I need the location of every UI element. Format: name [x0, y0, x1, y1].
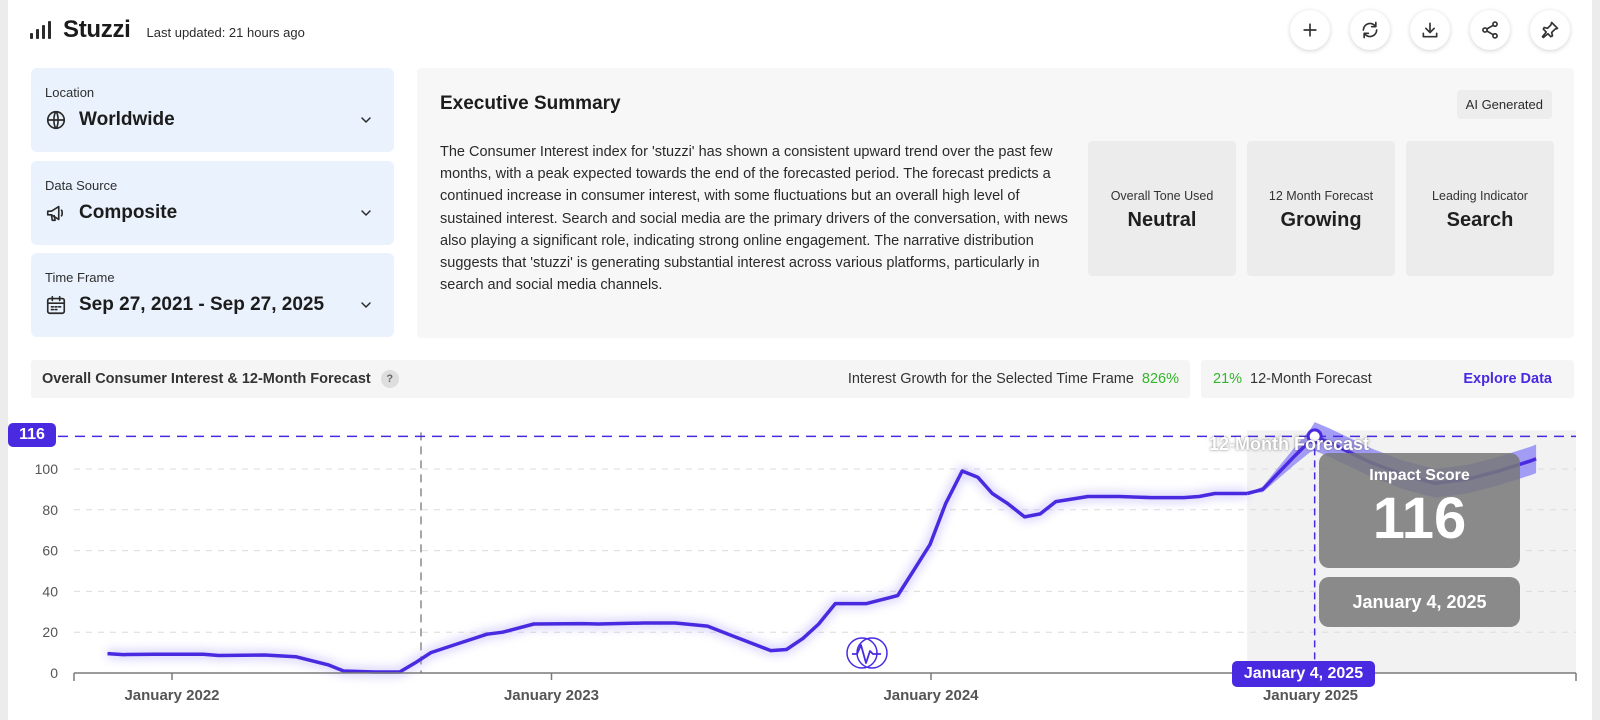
impact-score-tooltip: Impact Score 116: [1319, 453, 1520, 568]
summary-title: Executive Summary: [440, 93, 621, 114]
chevron-down-icon[interactable]: [358, 297, 374, 313]
stat-card-forecast: 12 Month Forecast Growing: [1247, 141, 1395, 276]
help-icon[interactable]: ?: [380, 370, 399, 388]
y-tick-label: 60: [42, 543, 58, 559]
stat-card-tone: Overall Tone Used Neutral: [1088, 141, 1236, 276]
chart-header-bar: Overall Consumer Interest & 12-Month For…: [31, 360, 1190, 398]
chart-title: Overall Consumer Interest & 12-Month For…: [42, 371, 371, 387]
explore-data-link[interactable]: Explore Data: [1463, 371, 1552, 387]
x-tick-label: January 2022: [124, 687, 219, 704]
y-tick-label: 80: [42, 502, 58, 518]
y-tick-label: 100: [35, 461, 59, 477]
impact-score-value: 116: [1372, 486, 1467, 551]
event-marker-ring: [846, 637, 878, 669]
add-button[interactable]: [1290, 10, 1330, 50]
peak-point: [1306, 428, 1323, 445]
stat-value: Neutral: [1127, 209, 1197, 231]
pin-icon: [1541, 21, 1559, 39]
growth-label: Interest Growth for the Selected Time Fr…: [847, 371, 1134, 387]
chevron-down-icon[interactable]: [358, 205, 374, 221]
impact-date-tooltip: January 4, 2025: [1319, 577, 1520, 627]
left-edge: [0, 0, 8, 720]
pulse-icon: [852, 644, 881, 664]
forecast-header-bar: 21% 12-Month Forecast Explore Data: [1201, 360, 1574, 398]
share-icon: [1482, 21, 1498, 39]
stat-card-indicator: Leading Indicator Search: [1406, 141, 1554, 276]
stat-label: Overall Tone Used: [1110, 189, 1214, 203]
app-header: Stuzzi Last updated: 21 hours ago: [30, 12, 305, 48]
history-line: [107, 469, 1248, 674]
forecast-region-label: 12-Month Forecast: [1209, 434, 1370, 454]
location-label: Location: [45, 85, 95, 100]
executive-summary-panel: Executive Summary AI Generated The Consu…: [417, 68, 1574, 338]
time-frame-label: Time Frame: [45, 270, 115, 285]
download-button[interactable]: [1410, 10, 1450, 50]
forecast-label: 12-Month Forecast: [1250, 371, 1372, 387]
stat-value: Search: [1446, 209, 1514, 231]
peak-value-tag: 116: [8, 423, 56, 447]
stat-label: Leading Indicator: [1432, 189, 1528, 203]
location-filter[interactable]: Location Worldwide: [31, 68, 394, 152]
time-frame-value: Sep 27, 2021 - Sep 27, 2025: [79, 294, 325, 315]
y-tick-label: 0: [50, 665, 58, 681]
add-icon: [1303, 23, 1317, 37]
x-tick-label: January 2023: [504, 687, 599, 704]
history-line-glow: [107, 465, 1248, 676]
toolbar: [1290, 10, 1570, 50]
chevron-down-icon[interactable]: [358, 112, 374, 128]
x-tick-label: January 2025: [1263, 687, 1358, 704]
data-source-filter[interactable]: Data Source Composite: [31, 161, 394, 245]
brand-title: Stuzzi: [63, 16, 131, 43]
stat-label: 12 Month Forecast: [1268, 189, 1374, 203]
logo-bars-icon: [30, 21, 51, 39]
time-frame-filter[interactable]: Time Frame Sep 27, 2021 - Sep 27, 2025: [31, 253, 394, 337]
event-marker-icon: [846, 637, 888, 669]
y-tick-label: 20: [42, 624, 58, 640]
globe-icon: [45, 109, 67, 131]
download-icon: [1422, 22, 1438, 38]
cursor-date-tag: January 4, 2025: [1232, 661, 1375, 687]
calendar-icon: [45, 294, 67, 316]
data-source-value: Composite: [79, 202, 178, 223]
megaphone-icon: [45, 202, 67, 224]
growth-value: 826%: [1141, 371, 1179, 387]
location-value: Worldwide: [79, 109, 175, 130]
refresh-button[interactable]: [1350, 10, 1390, 50]
pin-button[interactable]: [1530, 10, 1570, 50]
refresh-icon: [1362, 21, 1378, 39]
y-tick-label: 40: [42, 583, 58, 599]
x-tick-label: January 2024: [883, 687, 979, 704]
data-source-label: Data Source: [45, 178, 118, 193]
summary-text: The Consumer Interest index for 'stuzzi'…: [440, 144, 1068, 294]
impact-score-label: Impact Score: [1369, 467, 1470, 484]
ai-generated-badge: AI Generated: [1456, 90, 1552, 119]
share-button[interactable]: [1470, 10, 1510, 50]
last-updated: Last updated: 21 hours ago: [146, 24, 305, 40]
stat-value: Growing: [1280, 209, 1362, 231]
right-edge: [1592, 0, 1600, 720]
forecast-percent: 21%: [1213, 371, 1243, 387]
